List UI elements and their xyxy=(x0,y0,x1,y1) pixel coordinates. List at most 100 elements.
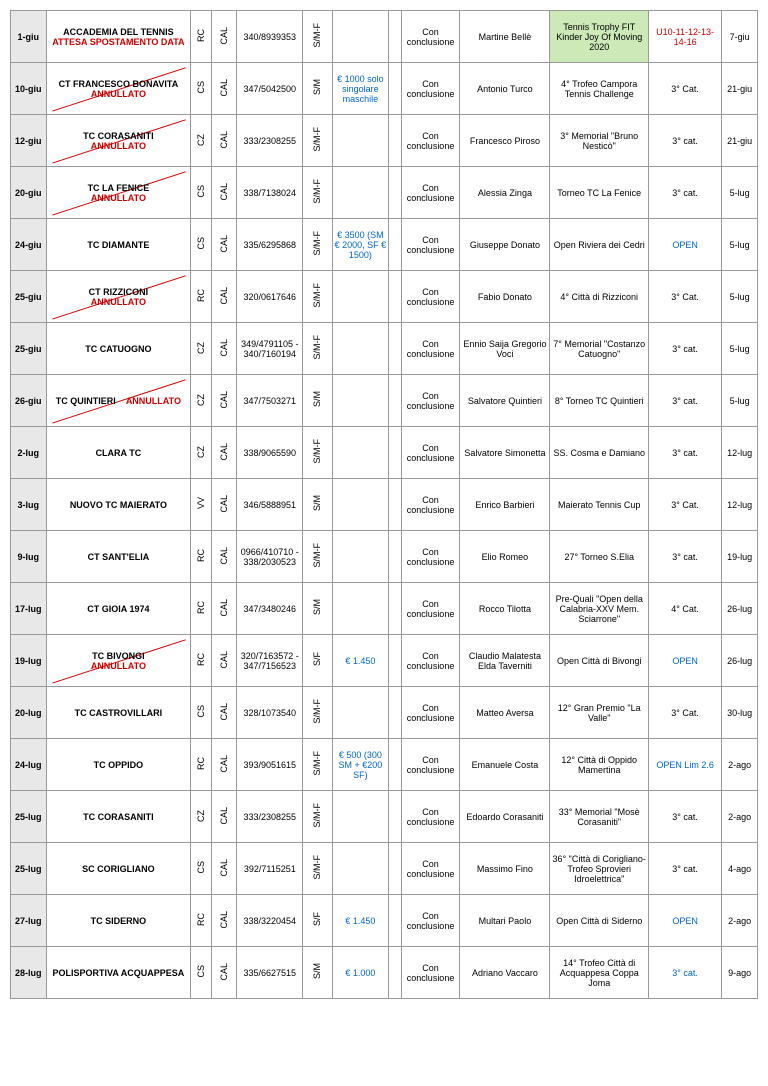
referee: Emanuele Costa xyxy=(460,739,550,791)
level: 3° cat. xyxy=(648,531,721,583)
prize xyxy=(332,531,389,583)
blank-col xyxy=(389,427,402,479)
category: S/F xyxy=(303,895,332,947)
category: S/M-F xyxy=(303,167,332,219)
region: CAL xyxy=(212,271,237,323)
province: RC xyxy=(191,739,212,791)
prize xyxy=(332,583,389,635)
region: CAL xyxy=(212,739,237,791)
end-date: 19-lug xyxy=(722,531,758,583)
table-row: 26-giuTC QUINTIERI ANNULLATOCZCAL347/750… xyxy=(11,375,758,427)
phone: 349/4791105 - 340/7160194 xyxy=(237,323,303,375)
end-date: 30-lug xyxy=(722,687,758,739)
phone: 320/7163572 - 347/7156523 xyxy=(237,635,303,687)
end-date: 26-lug xyxy=(722,583,758,635)
end-date: 5-lug xyxy=(722,375,758,427)
phone: 346/5888951 xyxy=(237,479,303,531)
blank-col xyxy=(389,11,402,63)
club-label: TC CATUOGNO xyxy=(85,344,151,354)
table-row: 2-lugCLARA TCCZCAL338/9065590S/M-FCon co… xyxy=(11,427,758,479)
club-label: TC BIVONGI xyxy=(91,651,146,661)
level: OPEN xyxy=(648,635,721,687)
category: S/M-F xyxy=(303,271,332,323)
level: 3° Cat. xyxy=(648,271,721,323)
club-label: CT SANT'ELIA xyxy=(88,552,150,562)
start-date: 1-giu xyxy=(11,11,47,63)
level: OPEN Lim 2.6 xyxy=(648,739,721,791)
prize: € 500 (300 SM + €200 SF) xyxy=(332,739,389,791)
end-date: 5-lug xyxy=(722,323,758,375)
prize xyxy=(332,791,389,843)
province: RC xyxy=(191,895,212,947)
category: S/M xyxy=(303,947,332,999)
event-name: Torneo TC La Fenice xyxy=(550,167,648,219)
table-row: 1-giuACCADEMIA DEL TENNIS ATTESA SPOSTAM… xyxy=(11,11,758,63)
event-name: 4° Trofeo Campora Tennis Challenge xyxy=(550,63,648,115)
event-name: 12° Gran Premio "La Valle" xyxy=(550,687,648,739)
referee: Rocco Tilotta xyxy=(460,583,550,635)
start-date: 26-giu xyxy=(11,375,47,427)
event-name: Open Città di Siderno xyxy=(550,895,648,947)
table-row: 17-lugCT GIOIA 1974RCCAL347/3480246S/MCo… xyxy=(11,583,758,635)
prize xyxy=(332,687,389,739)
prize xyxy=(332,115,389,167)
start-date: 25-lug xyxy=(11,843,47,895)
prize xyxy=(332,375,389,427)
club-label: POLISPORTIVA ACQUAPPESA xyxy=(53,968,185,978)
province: RC xyxy=(191,531,212,583)
region: CAL xyxy=(212,427,237,479)
event-name: 12° Città di Oppido Mamertina xyxy=(550,739,648,791)
start-date: 24-giu xyxy=(11,219,47,271)
club-name: TC CASTROVILLARI xyxy=(46,687,191,739)
province: CS xyxy=(191,687,212,739)
conclusion: Con conclusione xyxy=(401,583,460,635)
region: CAL xyxy=(212,531,237,583)
prize: € 1.000 xyxy=(332,947,389,999)
annullato-label: ANNULLATO xyxy=(126,396,181,406)
event-name: 8° Torneo TC Quintieri xyxy=(550,375,648,427)
annullato-label: ANNULLATO xyxy=(89,297,149,307)
blank-col xyxy=(389,947,402,999)
category: S/M xyxy=(303,375,332,427)
region: CAL xyxy=(212,583,237,635)
table-row: 12-giuTC CORASANITIANNULLATOCZCAL333/230… xyxy=(11,115,758,167)
start-date: 25-giu xyxy=(11,271,47,323)
category: S/M-F xyxy=(303,531,332,583)
referee: Giuseppe Donato xyxy=(460,219,550,271)
region: CAL xyxy=(212,11,237,63)
end-date: 5-lug xyxy=(722,271,758,323)
end-date: 2-ago xyxy=(722,739,758,791)
referee: Fabio Donato xyxy=(460,271,550,323)
table-row: 24-lugTC OPPIDORCCAL393/9051615S/M-F€ 50… xyxy=(11,739,758,791)
club-label: ACCADEMIA DEL TENNIS ATTESA SPOSTAMENTO … xyxy=(49,27,189,47)
club-label: TC LA FENICE xyxy=(88,183,150,193)
level: 3° Cat. xyxy=(648,63,721,115)
conclusion: Con conclusione xyxy=(401,791,460,843)
level: 3° cat. xyxy=(648,791,721,843)
club-label: TC SIDERNO xyxy=(91,916,147,926)
club-name: CLARA TC xyxy=(46,427,191,479)
phone: 328/1073540 xyxy=(237,687,303,739)
club-name: CT GIOIA 1974 xyxy=(46,583,191,635)
conclusion: Con conclusione xyxy=(401,427,460,479)
phone: 338/3220454 xyxy=(237,895,303,947)
category: S/M-F xyxy=(303,687,332,739)
phone: 347/3480246 xyxy=(237,583,303,635)
blank-col xyxy=(389,479,402,531)
club-label: CT FRANCESCO BONAVITA xyxy=(59,79,179,89)
conclusion: Con conclusione xyxy=(401,843,460,895)
blank-col xyxy=(389,895,402,947)
end-date: 7-giu xyxy=(722,11,758,63)
start-date: 28-lug xyxy=(11,947,47,999)
level: 3° cat. xyxy=(648,167,721,219)
province: CS xyxy=(191,843,212,895)
referee: Francesco Piroso xyxy=(460,115,550,167)
region: CAL xyxy=(212,219,237,271)
blank-col xyxy=(389,531,402,583)
referee: Claudio Malatesta Elda Taverniti xyxy=(460,635,550,687)
prize xyxy=(332,843,389,895)
start-date: 10-giu xyxy=(11,63,47,115)
region: CAL xyxy=(212,635,237,687)
end-date: 4-ago xyxy=(722,843,758,895)
club-label: CT GIOIA 1974 xyxy=(87,604,149,614)
